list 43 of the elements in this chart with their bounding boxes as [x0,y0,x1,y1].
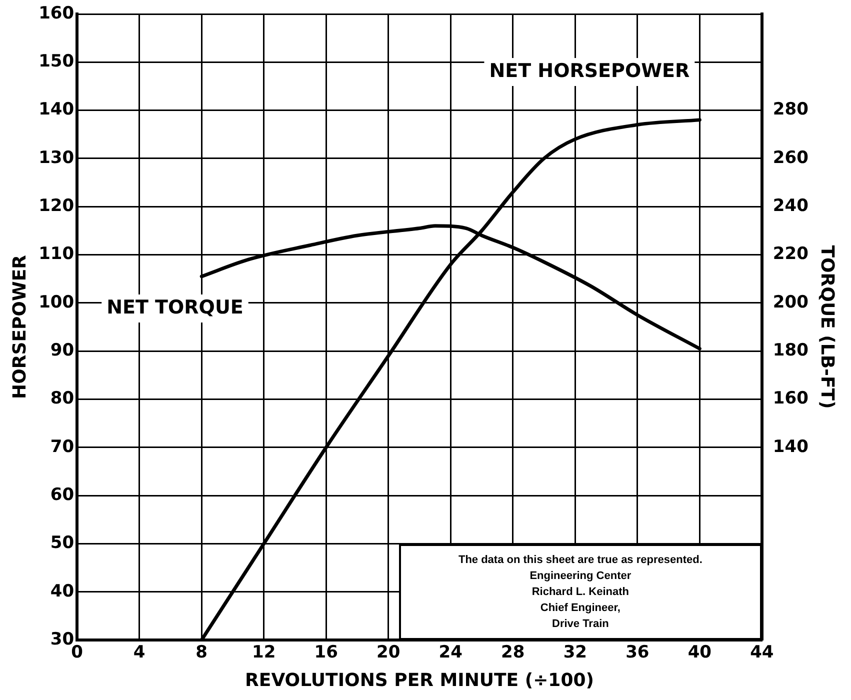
x-tick-label: 4 [133,642,146,663]
y-tick-label: 160 [38,3,74,24]
y-axis-title: HORSEPOWER [9,254,30,399]
x-tick-label: 40 [688,642,712,663]
y-tick-label: 50 [50,533,74,554]
x-tick-label: 0 [71,642,84,663]
text: NET HORSEPOWER [489,60,690,82]
x-tick-label: 36 [626,642,650,663]
y2-tick-label: 160 [772,388,809,409]
y-tick-label: 120 [38,196,74,216]
x-tick-label: 8 [196,642,208,663]
y-tick-label: 80 [50,388,74,409]
series-label: NET TORQUE [106,296,244,318]
y-tick-label: 90 [50,340,74,360]
y2-tick-label: 220 [772,244,809,264]
annotation: The data on this sheet are true as represented. [457,553,704,568]
annotation: Engineering Center [528,569,632,584]
y-tick-label: 60 [50,484,74,505]
y-tick-label: 130 [38,148,74,168]
y2-axis-title: TORQUE (LB-FT) [816,245,838,409]
x-tick-label: 32 [563,642,587,663]
x-tick-label: 12 [252,642,276,663]
x-axis-title: REVOLUTIONS PER MINUTE (÷100) [245,670,594,691]
annotation: Drive Train [551,617,610,632]
annotation: Richard L. Keinath [530,585,630,600]
y-tick-label: 100 [38,292,74,312]
y-tick-label: 140 [38,100,74,120]
y2-tick-label: 240 [772,196,809,216]
x-tick-label: 28 [501,642,525,663]
annotation: Chief Engineer, [539,601,622,616]
y2-tick-label: 260 [772,148,809,168]
y-tick-label: 70 [50,436,74,457]
y-tick-label: 150 [38,52,74,72]
x-tick-label: 16 [314,642,338,663]
y2-tick-label: 200 [772,292,809,312]
y2-tick-label: 140 [772,436,809,457]
y2-tick-label: 180 [772,340,809,360]
x-tick-label: 24 [438,642,463,663]
x-tick-label: 20 [376,642,400,663]
x-tick-label: 44 [750,642,774,663]
y-tick-label: 40 [50,581,74,602]
y2-tick-label: 280 [772,100,809,120]
y-tick-label: 110 [38,244,74,264]
